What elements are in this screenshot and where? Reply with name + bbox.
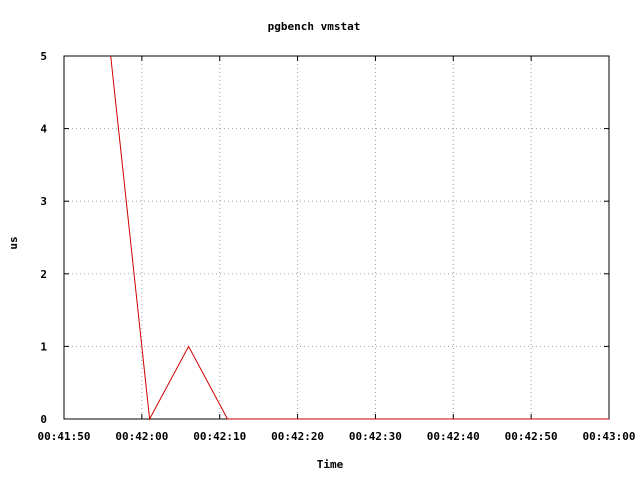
x-tick-label: 00:42:50 bbox=[505, 430, 558, 443]
chart-title: pgbench vmstat bbox=[268, 20, 361, 33]
x-tick-labels: 00:41:50 00:42:00 00:42:10 00:42:20 00:42:30… bbox=[38, 430, 636, 443]
x-axis-label: Time bbox=[317, 458, 344, 471]
y-tick-label: 4 bbox=[40, 123, 47, 136]
ticks bbox=[63, 55, 610, 420]
y-tick-label: 0 bbox=[40, 413, 47, 426]
x-tick-label: 00:43:00 bbox=[583, 430, 636, 443]
series-line bbox=[110, 55, 609, 421]
x-tick-label: 00:42:20 bbox=[271, 430, 324, 443]
y-tick-label: 2 bbox=[40, 268, 47, 281]
x-tick-label: 00:42:10 bbox=[193, 430, 246, 443]
y-axis-label: us bbox=[7, 236, 20, 249]
series bbox=[110, 55, 609, 421]
y-tick-labels: 0 1 2 3 4 5 bbox=[40, 50, 47, 426]
y-tick-label: 3 bbox=[40, 195, 47, 208]
x-tick-label: 00:42:00 bbox=[115, 430, 168, 443]
y-tick-label: 5 bbox=[40, 50, 47, 63]
y-tick-label: 1 bbox=[40, 340, 47, 353]
x-tick-label: 00:42:30 bbox=[349, 430, 402, 443]
grid bbox=[64, 56, 609, 419]
plot-frame bbox=[63, 55, 610, 420]
x-tick-label: 00:41:50 bbox=[38, 430, 91, 443]
x-tick-label: 00:42:40 bbox=[427, 430, 480, 443]
